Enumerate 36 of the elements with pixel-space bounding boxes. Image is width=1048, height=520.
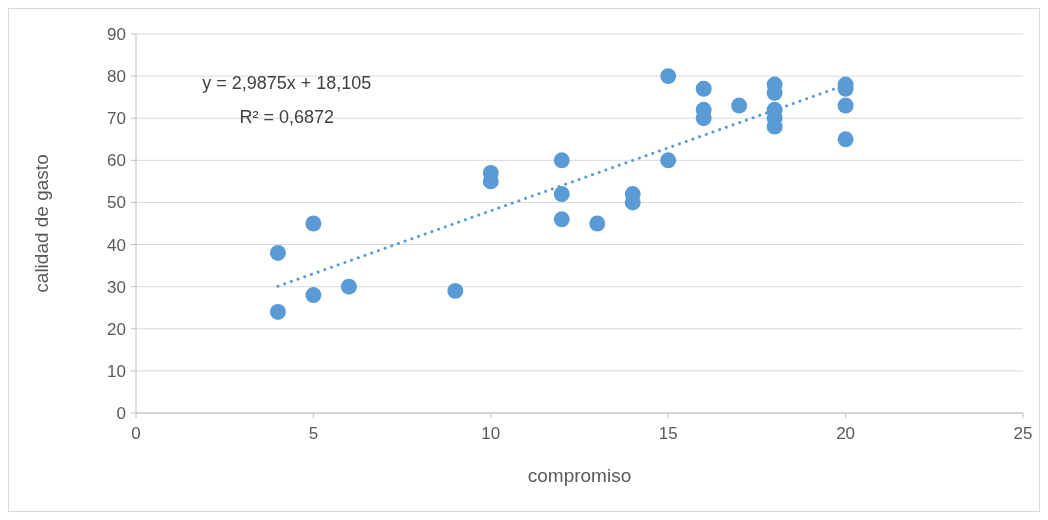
annotation: y = 2,9875x + 18,105 [202,73,372,93]
y-tick-label: 40 [107,235,126,255]
point [269,245,286,261]
y-tick-label: 70 [107,109,126,129]
point [553,211,570,228]
y-tick-label: 80 [107,67,126,87]
x-tick-label: 25 [1013,424,1033,443]
point [553,186,570,202]
point [589,215,606,232]
x-tick-label: 15 [658,424,678,443]
y-tick-label: 60 [107,151,126,171]
y-tick-label: 50 [107,193,126,213]
y-axis-title: calidad de gasto [31,154,52,293]
annotation: R² = 0,6872 [239,107,335,127]
point [660,68,677,85]
point [305,287,322,304]
y-tick-label: 10 [107,361,126,381]
point [269,303,286,320]
y-tick-label: 30 [107,277,126,297]
point [553,152,570,169]
y-tick-label: 90 [107,24,126,44]
x-tick-label: 5 [308,424,319,443]
x-axis-title: compromiso [527,465,632,486]
y-tick-label: 0 [116,403,126,423]
x-tick-label: 0 [131,424,141,443]
x-tick-label: 10 [481,424,501,443]
point [660,152,677,169]
y-tick-label: 20 [107,319,126,339]
point [447,282,464,299]
point [837,131,854,148]
point [731,97,748,114]
point [837,97,854,114]
point [340,278,357,295]
point [305,215,322,232]
x-tick-label: 20 [836,424,856,443]
point [695,80,712,97]
